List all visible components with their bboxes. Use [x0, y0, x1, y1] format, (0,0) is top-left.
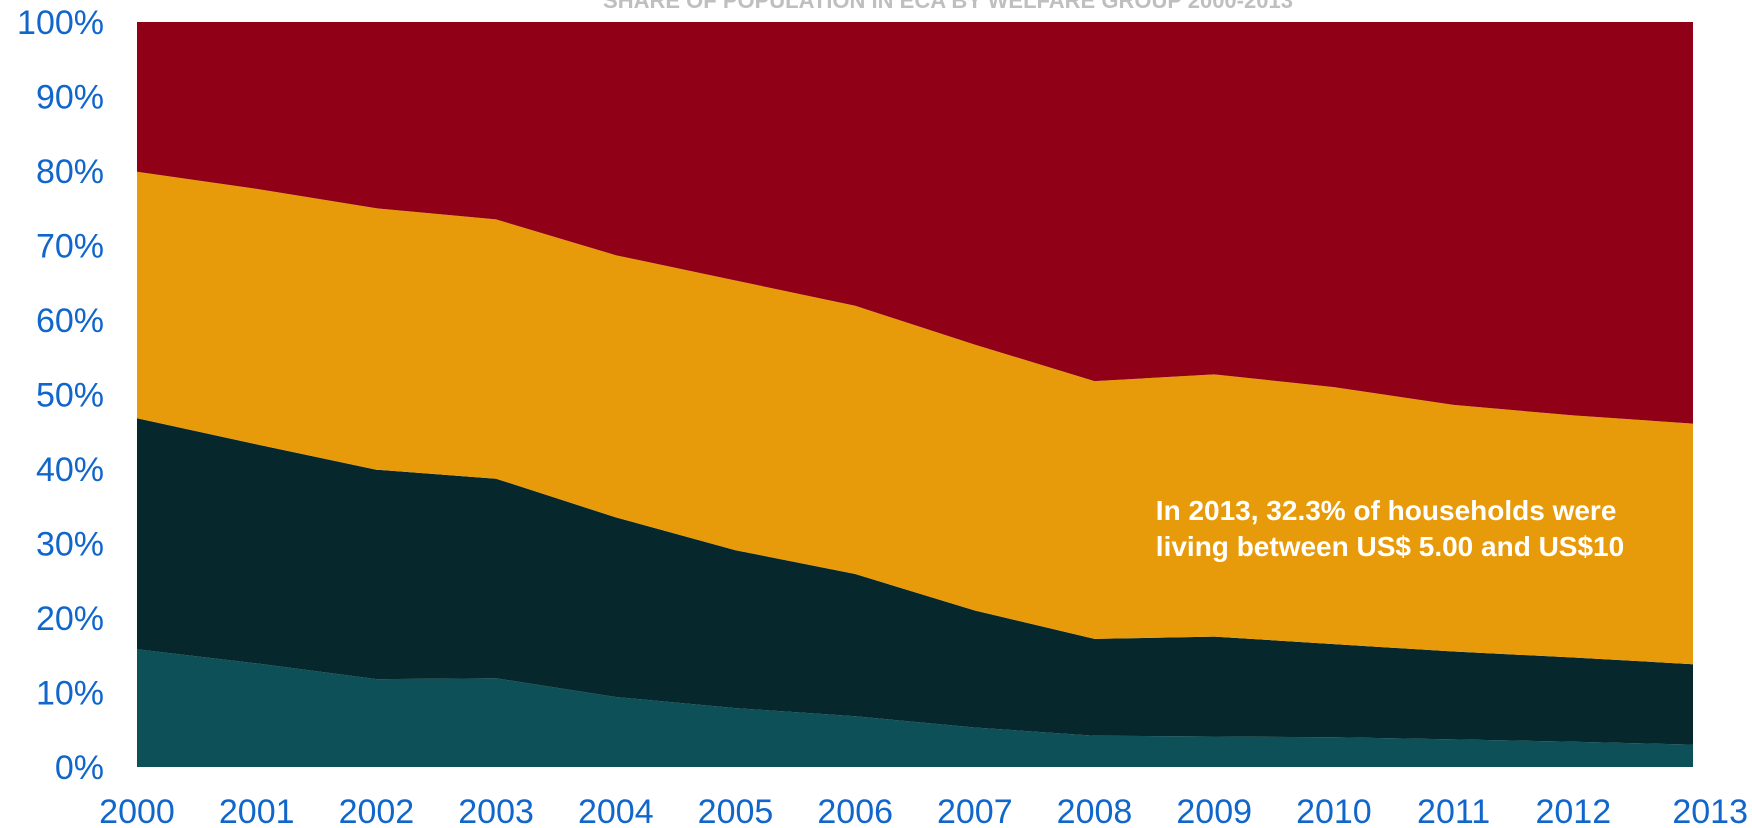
- y-tick-label: 100%: [17, 4, 104, 42]
- annotation-line-1: In 2013, 32.3% of households were: [1156, 495, 1617, 526]
- x-tick-label: 2005: [698, 793, 774, 828]
- x-tick-label: 2004: [578, 793, 654, 828]
- y-tick-label: 50%: [36, 377, 104, 415]
- x-tick-label: 2013: [1672, 793, 1748, 828]
- y-axis-ticks: 0% 10% 20% 30% 40% 50% 60% 70% 80% 90% 100%: [17, 4, 104, 787]
- area-series-group: [137, 22, 1693, 767]
- y-tick-label: 0%: [55, 749, 104, 787]
- y-tick-label: 10%: [36, 675, 104, 713]
- y-tick-label: 40%: [36, 451, 104, 489]
- y-tick-label: 20%: [36, 600, 104, 638]
- x-tick-label: 2002: [339, 793, 415, 828]
- x-tick-label: 2007: [937, 793, 1013, 828]
- x-tick-label: 2003: [458, 793, 534, 828]
- y-tick-label: 70%: [36, 228, 104, 266]
- x-tick-label: 2008: [1057, 793, 1133, 828]
- annotation-line-2: living between US$ 5.00 and US$10: [1156, 531, 1624, 562]
- x-axis-ticks: 2000 2001 2002 2003 2004 2005 2006 2007 2008 2009…: [99, 793, 1748, 828]
- x-tick-label: 2012: [1535, 793, 1611, 828]
- x-tick-label: 2001: [219, 793, 295, 828]
- y-tick-label: 80%: [36, 153, 104, 191]
- y-tick-label: 90%: [36, 79, 104, 117]
- x-tick-label: 2011: [1417, 793, 1490, 828]
- x-tick-label: 2006: [817, 793, 893, 828]
- y-tick-label: 60%: [36, 302, 104, 340]
- x-tick-label: 2000: [99, 793, 175, 828]
- y-tick-label: 30%: [36, 526, 104, 564]
- x-tick-label: 2010: [1296, 793, 1372, 828]
- x-tick-label: 2009: [1176, 793, 1252, 828]
- chart-title: SHARE OF POPULATION IN ECA BY WELFARE GR…: [603, 0, 1293, 13]
